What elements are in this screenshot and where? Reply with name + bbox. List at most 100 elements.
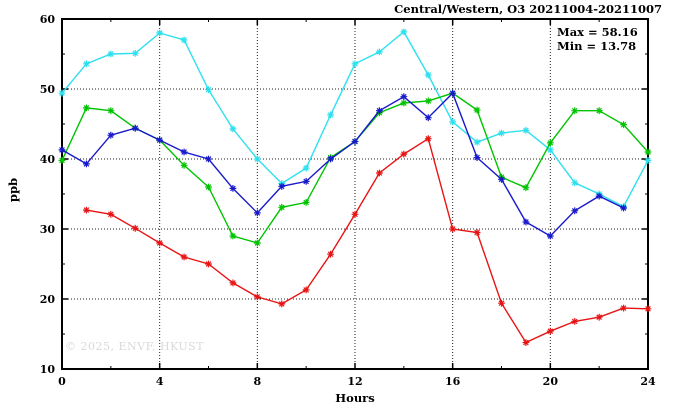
cyan-line-marker: [522, 126, 530, 134]
blue-line-marker: [595, 192, 603, 200]
red-line-marker: [205, 260, 212, 268]
blue-line-marker: [449, 89, 457, 97]
cyan-line-marker: [400, 28, 408, 36]
x-axis-label: Hours: [335, 391, 375, 405]
blue-line-marker: [351, 138, 359, 145]
red-line-marker: [424, 135, 432, 143]
blue-line-marker: [83, 160, 90, 168]
red-line-marker: [107, 210, 115, 218]
blue-line-marker: [205, 155, 212, 163]
red-line-marker: [644, 305, 652, 313]
red-line-marker: [229, 279, 237, 287]
red-line-marker: [131, 224, 139, 232]
red-line-marker: [253, 293, 261, 301]
green-line-marker: [278, 203, 286, 211]
red-line-marker: [278, 300, 286, 308]
y-tick-label: 10: [40, 363, 56, 376]
cyan-line-marker: [546, 146, 554, 154]
blue-line-marker: [253, 209, 261, 217]
red-line: [86, 137, 649, 344]
y-tick-label: 30: [40, 223, 56, 236]
green-line-marker: [205, 183, 212, 191]
red-line-marker: [156, 239, 164, 247]
blue-line-marker: [107, 131, 115, 139]
cyan-line-marker: [107, 50, 115, 58]
green-line-marker: [571, 107, 579, 115]
x-tick-label: 16: [445, 375, 461, 388]
red-line-marker: [620, 304, 627, 312]
blue-line-marker: [424, 114, 432, 122]
cyan-line-marker: [205, 86, 212, 94]
red-line-marker: [449, 225, 457, 233]
red-line-marker: [546, 327, 554, 335]
green-line-marker: [253, 239, 261, 247]
cyan-line-marker: [302, 164, 310, 172]
green-line-marker: [522, 184, 530, 192]
watermark: © 2025, ENVF, HKUST: [65, 340, 205, 353]
cyan-line-marker: [253, 155, 261, 163]
y-tick-label: 40: [40, 153, 56, 166]
red-line-marker: [498, 299, 505, 307]
max-min-annotation: Max = 58.16 Min = 13.78: [557, 25, 638, 53]
red-line-marker: [327, 250, 334, 258]
cyan-line-marker: [83, 60, 90, 68]
blue-line-marker: [278, 182, 286, 190]
y-tick-label: 20: [40, 293, 56, 306]
red-line-marker: [180, 253, 188, 261]
green-line-marker: [83, 104, 90, 112]
green-line-marker: [644, 148, 652, 156]
min-label: Min = 13.78: [557, 39, 637, 53]
green-line-marker: [302, 199, 310, 206]
blue-line-marker: [131, 124, 139, 132]
cyan-line-marker: [58, 89, 66, 97]
red-line-marker: [522, 339, 530, 346]
x-tick-label: 24: [640, 375, 656, 388]
x-tick-label: 8: [254, 375, 262, 388]
blue-line-marker: [156, 136, 164, 144]
green-line-marker: [180, 161, 188, 169]
red-line-marker: [595, 313, 603, 321]
x-tick-label: 20: [543, 375, 559, 388]
green-line-marker: [473, 106, 481, 114]
blue-line-marker: [58, 146, 66, 154]
blue-line-marker: [571, 207, 579, 215]
green-line-marker: [400, 99, 408, 107]
blue-line-marker: [229, 185, 237, 192]
cyan-line-marker: [644, 157, 652, 164]
blue-line-marker: [400, 93, 408, 101]
cyan-line-marker: [131, 49, 139, 57]
cyan-line-marker: [424, 71, 432, 79]
cyan-line-marker: [180, 36, 188, 44]
max-label: Max = 58.16: [557, 25, 638, 39]
red-line-marker: [473, 229, 481, 236]
green-line-marker: [58, 157, 66, 164]
red-line-marker: [400, 150, 408, 158]
red-line-marker: [302, 286, 310, 294]
cyan-line-marker: [156, 29, 164, 37]
blue-line-marker: [546, 232, 554, 240]
red-line-marker: [351, 210, 359, 218]
cyan-line-marker: [498, 129, 505, 137]
blue-line-marker: [498, 175, 505, 183]
red-line-marker: [376, 169, 383, 177]
blue-line-marker: [473, 154, 481, 161]
cyan-line-marker: [351, 60, 359, 68]
blue-line-marker: [522, 218, 530, 226]
red-line-marker: [83, 206, 90, 214]
chart-title: Central/Western, O3 20211004-20211007: [394, 2, 662, 16]
green-line-marker: [546, 139, 554, 147]
blue-line-marker: [327, 155, 334, 163]
red-line-marker: [571, 318, 579, 325]
cyan-line-marker: [327, 111, 334, 119]
y-tick-label: 50: [40, 83, 56, 96]
green-line-marker: [595, 107, 603, 115]
green-line-marker: [107, 107, 115, 115]
cyan-line-marker: [449, 118, 457, 126]
blue-line-marker: [180, 148, 188, 156]
x-tick-label: 0: [58, 375, 66, 388]
blue-line-marker: [302, 178, 310, 185]
blue-line-marker: [620, 204, 627, 212]
green-line-marker: [424, 97, 432, 105]
cyan-line-marker: [376, 48, 383, 56]
